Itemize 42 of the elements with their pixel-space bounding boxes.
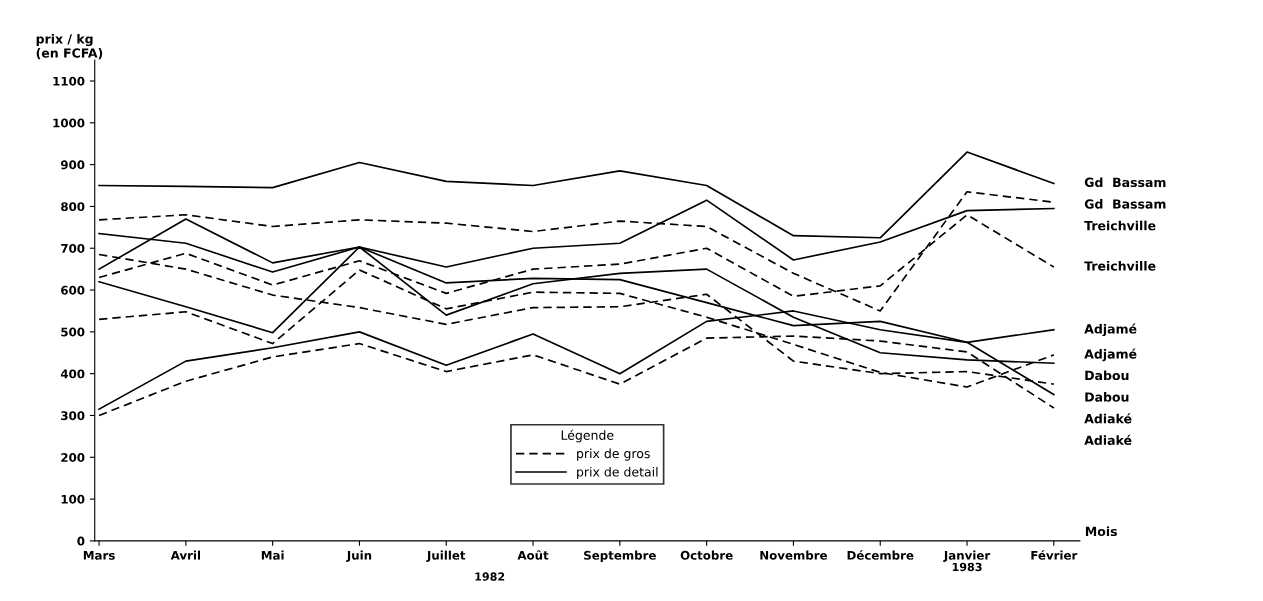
x-tick-label: Octobre: [680, 550, 733, 560]
y-tick-label: 800: [61, 202, 85, 212]
legend-title: Légende: [561, 429, 614, 443]
text: Gd Bassam: [1084, 177, 1166, 188]
y-tick-label: 200: [61, 453, 85, 462]
text: Dabou: [1085, 370, 1129, 381]
y-tick-label: 400: [60, 369, 85, 379]
x-tick-label: Décembre: [847, 550, 914, 560]
y-tick-label: 1000: [53, 118, 85, 128]
text: Adiaké: [1084, 413, 1132, 424]
y-tick-label: 500: [61, 327, 85, 337]
x-tick-label: Juin: [346, 550, 372, 562]
annotation: prix de detail: [577, 466, 658, 479]
y-axis-title: prix / kg (en FCFA): [36, 33, 103, 60]
text: Treichville: [1084, 220, 1156, 231]
text: Treichville: [1084, 261, 1156, 271]
x-tick-label: Avril: [170, 550, 201, 560]
x-tick-label: Février: [1031, 550, 1078, 560]
y-tick-label: 300: [61, 411, 85, 421]
y-tick-label: 1100: [53, 76, 85, 86]
text: Adjamé: [1084, 348, 1137, 362]
x-tick-label: Mai: [261, 550, 284, 560]
x-axis-title: Mois: [1085, 526, 1117, 537]
text: Gd Bassam: [1084, 199, 1166, 209]
x-tick-label: Janvier: [943, 550, 991, 562]
text: Adjamé: [1084, 323, 1137, 337]
y-tick-label: 100: [61, 494, 85, 504]
x-tick-label: Août: [517, 550, 549, 560]
x-tick-label: Septembre: [584, 550, 656, 563]
annotation: prix de gros: [577, 448, 650, 461]
y-tick-label: 600: [61, 285, 85, 295]
text: Adiaké: [1084, 434, 1132, 446]
y-tick-label: 900: [60, 160, 85, 170]
x-tick-label: Juillet: [426, 550, 466, 562]
text: Dabou: [1085, 392, 1129, 402]
x-tick-label: Novembre: [760, 550, 827, 560]
line-series: [98, 151, 1055, 239]
text: 1982: [475, 572, 505, 581]
x-tick-label: Mars: [83, 550, 115, 560]
text: 1983: [952, 562, 982, 572]
y-tick-label: 700: [61, 243, 85, 253]
y-tick-label: 0: [77, 536, 85, 546]
